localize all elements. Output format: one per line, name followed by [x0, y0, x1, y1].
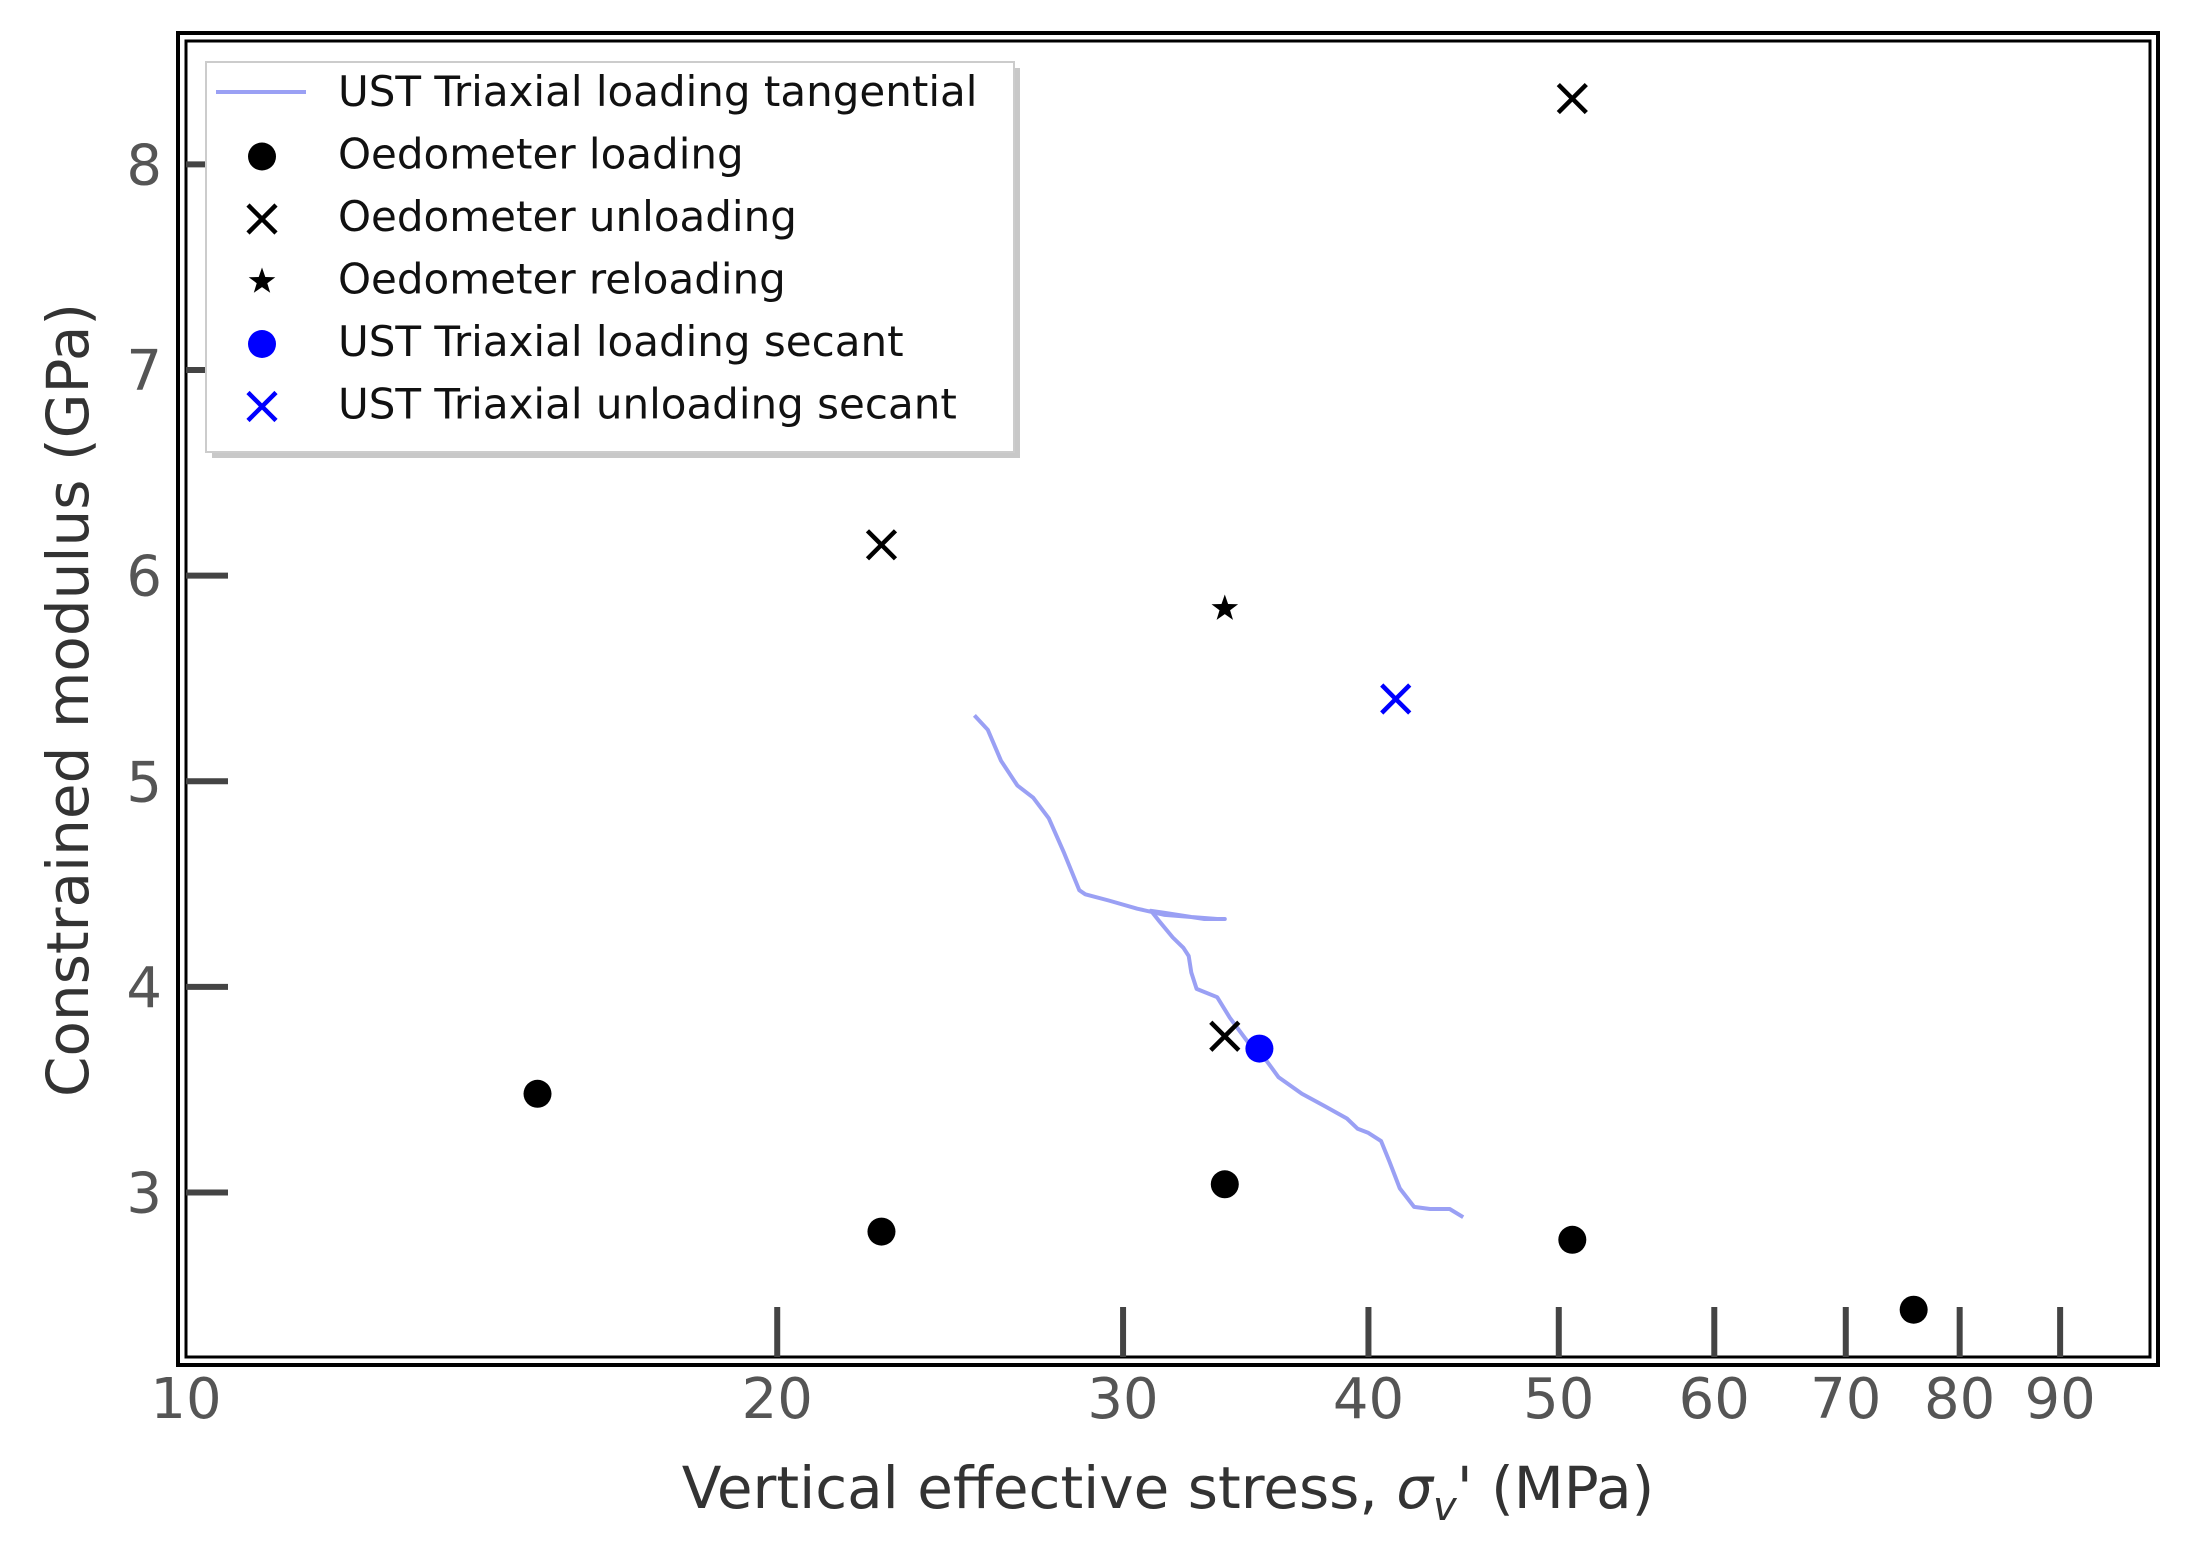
x-tick-label: 20 — [742, 1367, 813, 1432]
plot-frame-inner — [184, 39, 2152, 1359]
legend-label: UST Triaxial loading secant — [338, 317, 904, 366]
x-axis-ticks: 10 20 30 40 50 60 70 80 90 — [150, 1307, 2096, 1432]
point-oedometer-unloading — [1209, 1020, 1241, 1052]
y-tick-label: 8 — [126, 133, 162, 198]
x-tick-label: 10 — [150, 1367, 221, 1432]
y-tick-label: 4 — [126, 956, 162, 1021]
x-tick-label: 40 — [1333, 1367, 1404, 1432]
legend-item: UST Triaxial loading tangential — [216, 67, 977, 116]
legend-marker — [248, 330, 276, 358]
legend-label: UST Triaxial loading tangential — [338, 67, 977, 116]
point-oedometer-loading — [1899, 1295, 1928, 1324]
point-oedometer-loading — [1558, 1225, 1587, 1254]
legend-item: Oedometer reloading — [248, 255, 786, 304]
x-tick-label: 80 — [1924, 1367, 1995, 1432]
legend-label: UST Triaxial unloading secant — [338, 380, 957, 429]
point-oedometer-unloading — [865, 529, 898, 561]
y-tick-label: 3 — [126, 1162, 162, 1227]
point-oedometer-loading — [523, 1079, 552, 1108]
point-oedometer-loading — [1210, 1170, 1239, 1199]
series-line-ust-triaxial-loading-tangential — [972, 714, 1465, 1219]
legend-item: UST Triaxial unloading secant — [246, 380, 957, 429]
point-ust-triaxial-loading-secant — [1245, 1034, 1274, 1063]
y-tick-label: 7 — [126, 339, 162, 404]
point-oedometer-loading — [867, 1217, 896, 1246]
data-marks — [523, 82, 1928, 1324]
point-oedometer-reloading — [1211, 594, 1239, 620]
point-ust-triaxial-unloading-secant — [1380, 683, 1412, 715]
legend-item: Oedometer loading — [248, 130, 744, 179]
x-tick-label: 90 — [2024, 1367, 2095, 1432]
legend-label: Oedometer loading — [338, 130, 744, 179]
x-axis-label-prefix: Vertical effective stress, — [682, 1454, 1397, 1522]
x-tick-label: 30 — [1087, 1367, 1158, 1432]
x-axis-label-suffix: ' (MPa) — [1457, 1454, 1655, 1522]
legend-marker — [248, 142, 276, 171]
y-axis-label: Constrained modulus (GPa) — [34, 303, 102, 1097]
legend-item: UST Triaxial loading secant — [248, 317, 904, 366]
x-tick-label: 70 — [1810, 1367, 1881, 1432]
x-axis-label: Vertical effective stress, σv' (MPa) — [682, 1454, 1655, 1530]
legend-marker — [246, 390, 278, 423]
legend-items: UST Triaxial loading tangential Oedometer… — [216, 67, 977, 429]
x-tick-label: 50 — [1523, 1367, 1594, 1432]
x-axis-label-subscript: v — [1433, 1484, 1458, 1530]
y-tick-label: 5 — [126, 750, 162, 815]
y-axis-ticks: 3 4 5 6 7 8 — [126, 133, 228, 1227]
legend-item: Oedometer unloading — [246, 192, 797, 241]
legend-marker — [246, 203, 278, 235]
y-tick-label: 6 — [126, 545, 162, 610]
legend-marker — [248, 267, 276, 293]
legend-label: Oedometer reloading — [338, 255, 786, 304]
legend-box — [205, 61, 1015, 453]
x-axis-label-symbol: σ — [1396, 1454, 1435, 1522]
legend-label: Oedometer unloading — [338, 192, 797, 241]
legend: UST Triaxial loading tangential Oedometer… — [205, 61, 1020, 458]
x-tick-label: 60 — [1679, 1367, 1750, 1432]
point-oedometer-unloading — [1556, 82, 1588, 115]
